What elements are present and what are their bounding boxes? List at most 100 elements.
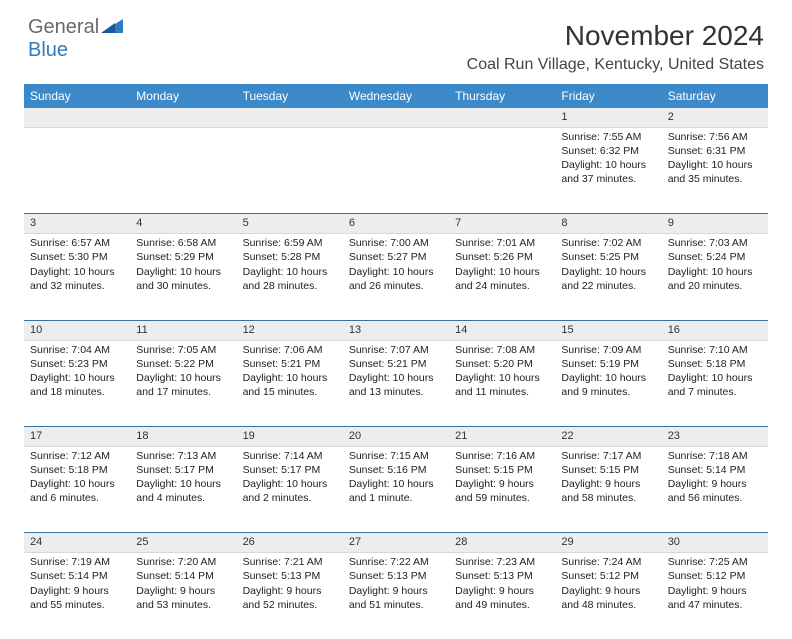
- sunrise-text: Sunrise: 7:16 AM: [455, 449, 549, 463]
- sunrise-text: Sunrise: 7:20 AM: [136, 555, 230, 569]
- day-cell: Sunrise: 7:15 AMSunset: 5:16 PMDaylight:…: [343, 447, 449, 533]
- page-title: November 2024: [565, 20, 764, 52]
- daylight-text: Daylight: 10 hours and 32 minutes.: [30, 265, 124, 293]
- daylight-text: Daylight: 9 hours and 59 minutes.: [455, 477, 549, 505]
- sunset-text: Sunset: 5:29 PM: [136, 250, 230, 264]
- day-number: 26: [237, 533, 343, 553]
- day-cell: [343, 128, 449, 214]
- day-number-cell: 28: [449, 533, 555, 553]
- day-cell: Sunrise: 7:05 AMSunset: 5:22 PMDaylight:…: [130, 341, 236, 427]
- day-cell: Sunrise: 7:09 AMSunset: 5:19 PMDaylight:…: [555, 341, 661, 427]
- day-number: [449, 108, 555, 128]
- day-number: 17: [24, 427, 130, 447]
- sunset-text: Sunset: 5:27 PM: [349, 250, 443, 264]
- day-number: 4: [130, 214, 236, 234]
- day-number: 20: [343, 427, 449, 447]
- day-cell: Sunrise: 7:25 AMSunset: 5:12 PMDaylight:…: [662, 553, 768, 639]
- daylight-text: Daylight: 10 hours and 1 minute.: [349, 477, 443, 505]
- day-number: 24: [24, 533, 130, 553]
- day-number-cell: 15: [555, 321, 661, 341]
- day-cell: Sunrise: 7:55 AMSunset: 6:32 PMDaylight:…: [555, 128, 661, 214]
- daylight-text: Daylight: 10 hours and 13 minutes.: [349, 371, 443, 399]
- weekday-header: Tuesday: [237, 84, 343, 108]
- day-cell: Sunrise: 7:06 AMSunset: 5:21 PMDaylight:…: [237, 341, 343, 427]
- week-row: Sunrise: 7:12 AMSunset: 5:18 PMDaylight:…: [24, 447, 768, 533]
- day-number: [24, 108, 130, 128]
- sunset-text: Sunset: 5:15 PM: [561, 463, 655, 477]
- day-number: 29: [555, 533, 661, 553]
- day-number: 19: [237, 427, 343, 447]
- sunrise-text: Sunrise: 7:02 AM: [561, 236, 655, 250]
- day-cell: Sunrise: 7:56 AMSunset: 6:31 PMDaylight:…: [662, 128, 768, 214]
- day-number-cell: 18: [130, 427, 236, 447]
- day-number: 3: [24, 214, 130, 234]
- day-number-cell: 9: [662, 214, 768, 234]
- day-number-cell: 4: [130, 214, 236, 234]
- day-cell: Sunrise: 6:59 AMSunset: 5:28 PMDaylight:…: [237, 234, 343, 320]
- sunrise-text: Sunrise: 7:05 AM: [136, 343, 230, 357]
- sunrise-text: Sunrise: 6:57 AM: [30, 236, 124, 250]
- day-number: 9: [662, 214, 768, 234]
- sunset-text: Sunset: 5:17 PM: [243, 463, 337, 477]
- sunrise-text: Sunrise: 7:13 AM: [136, 449, 230, 463]
- sunrise-text: Sunrise: 7:01 AM: [455, 236, 549, 250]
- daylight-text: Daylight: 10 hours and 6 minutes.: [30, 477, 124, 505]
- day-number-cell: 13: [343, 321, 449, 341]
- daylight-text: Daylight: 10 hours and 4 minutes.: [136, 477, 230, 505]
- sunset-text: Sunset: 5:19 PM: [561, 357, 655, 371]
- day-number-cell: 7: [449, 214, 555, 234]
- sunset-text: Sunset: 5:13 PM: [243, 569, 337, 583]
- sunrise-text: Sunrise: 7:06 AM: [243, 343, 337, 357]
- day-number-cell: 21: [449, 427, 555, 447]
- weekday-header: Monday: [130, 84, 236, 108]
- week-row: Sunrise: 6:57 AMSunset: 5:30 PMDaylight:…: [24, 234, 768, 320]
- day-cell: Sunrise: 7:07 AMSunset: 5:21 PMDaylight:…: [343, 341, 449, 427]
- day-number: 18: [130, 427, 236, 447]
- day-number: 7: [449, 214, 555, 234]
- day-number-cell: [237, 108, 343, 128]
- day-cell: [24, 128, 130, 214]
- brand-flag-icon: [101, 16, 123, 39]
- sunrise-text: Sunrise: 7:23 AM: [455, 555, 549, 569]
- day-cell: Sunrise: 7:18 AMSunset: 5:14 PMDaylight:…: [662, 447, 768, 533]
- day-number: 21: [449, 427, 555, 447]
- day-number-cell: 1: [555, 108, 661, 128]
- day-cell: Sunrise: 7:17 AMSunset: 5:15 PMDaylight:…: [555, 447, 661, 533]
- day-number: 12: [237, 321, 343, 341]
- sunset-text: Sunset: 5:18 PM: [668, 357, 762, 371]
- day-number-cell: 8: [555, 214, 661, 234]
- day-number: [130, 108, 236, 128]
- sunrise-text: Sunrise: 6:58 AM: [136, 236, 230, 250]
- daylight-text: Daylight: 9 hours and 55 minutes.: [30, 584, 124, 612]
- daylight-text: Daylight: 10 hours and 22 minutes.: [561, 265, 655, 293]
- day-cell: Sunrise: 7:04 AMSunset: 5:23 PMDaylight:…: [24, 341, 130, 427]
- day-number-cell: 30: [662, 533, 768, 553]
- day-number-cell: 25: [130, 533, 236, 553]
- day-cell: [449, 128, 555, 214]
- sunrise-text: Sunrise: 7:55 AM: [561, 130, 655, 144]
- sunset-text: Sunset: 5:13 PM: [455, 569, 549, 583]
- sunset-text: Sunset: 5:25 PM: [561, 250, 655, 264]
- day-number-cell: 11: [130, 321, 236, 341]
- day-cell: Sunrise: 7:19 AMSunset: 5:14 PMDaylight:…: [24, 553, 130, 639]
- sunset-text: Sunset: 5:22 PM: [136, 357, 230, 371]
- brand-general: General: [28, 16, 99, 38]
- calendar-table: Sunday Monday Tuesday Wednesday Thursday…: [24, 84, 768, 639]
- daylight-text: Daylight: 9 hours and 51 minutes.: [349, 584, 443, 612]
- sunrise-text: Sunrise: 7:56 AM: [668, 130, 762, 144]
- daylight-text: Daylight: 10 hours and 24 minutes.: [455, 265, 549, 293]
- sunset-text: Sunset: 5:16 PM: [349, 463, 443, 477]
- sunrise-text: Sunrise: 7:09 AM: [561, 343, 655, 357]
- day-number-cell: 2: [662, 108, 768, 128]
- day-number-cell: 14: [449, 321, 555, 341]
- day-number: 10: [24, 321, 130, 341]
- day-number-cell: [449, 108, 555, 128]
- week-row: Sunrise: 7:19 AMSunset: 5:14 PMDaylight:…: [24, 553, 768, 639]
- day-cell: Sunrise: 7:08 AMSunset: 5:20 PMDaylight:…: [449, 341, 555, 427]
- sunset-text: Sunset: 5:21 PM: [243, 357, 337, 371]
- weekday-header: Saturday: [662, 84, 768, 108]
- day-number-cell: 5: [237, 214, 343, 234]
- day-number-cell: 3: [24, 214, 130, 234]
- daylight-text: Daylight: 9 hours and 48 minutes.: [561, 584, 655, 612]
- day-number-row: 3456789: [24, 214, 768, 234]
